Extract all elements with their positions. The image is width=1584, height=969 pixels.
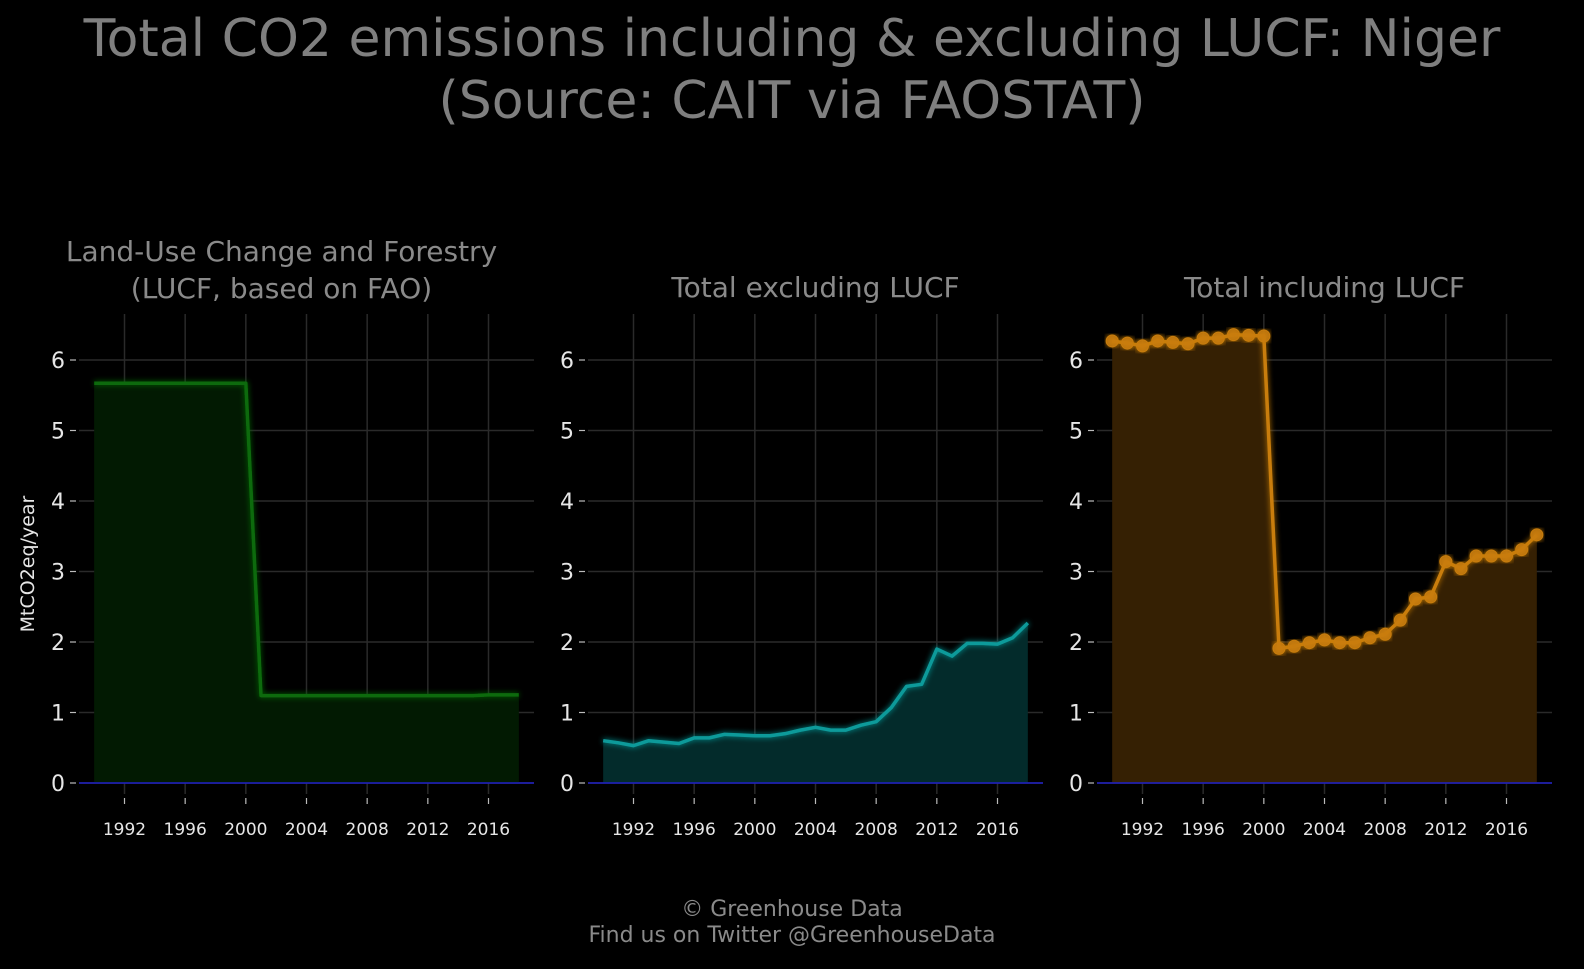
x-tick-label: 2004 xyxy=(285,820,328,840)
data-point xyxy=(1439,555,1453,569)
data-point xyxy=(1287,639,1301,653)
y-tick-label: 0 xyxy=(560,772,574,797)
y-tick-label: 5 xyxy=(560,420,574,445)
y-tick-label: 6 xyxy=(1069,349,1083,374)
y-tick-label: 4 xyxy=(51,490,65,515)
data-point xyxy=(1530,528,1544,542)
data-point xyxy=(1318,633,1331,647)
x-tick-label: 1996 xyxy=(1182,820,1225,840)
data-point xyxy=(1242,328,1256,342)
x-tick-label: 2016 xyxy=(976,820,1019,840)
y-tick-label: 3 xyxy=(51,561,65,586)
data-point xyxy=(1484,549,1498,563)
data-point xyxy=(1469,549,1483,563)
x-tick-label: 2012 xyxy=(1424,820,1467,840)
data-point xyxy=(1333,636,1347,650)
data-point xyxy=(1257,329,1271,343)
panel-1: 0 1 2 3 4 5 6 1992 1996 2000 2004 2008 2012 2016 Land-… xyxy=(17,235,534,840)
y-tick-label: 6 xyxy=(51,349,65,374)
x-tick-label: 2012 xyxy=(915,820,958,840)
chart-title-line2: (Source: CAIT via FAOSTAT) xyxy=(438,71,1146,131)
series-area-fill xyxy=(94,383,519,783)
data-point xyxy=(1302,636,1316,650)
chart-title-line1: Total CO2 emissions including & excludin… xyxy=(83,9,1501,69)
y-tick-label: 5 xyxy=(51,420,65,445)
panel-title-line: Total including LUCF xyxy=(1183,271,1465,304)
data-point xyxy=(1166,335,1180,349)
y-tick-label: 1 xyxy=(560,702,574,727)
data-point xyxy=(1196,331,1210,345)
x-tick-label: 1992 xyxy=(1121,820,1164,840)
x-tick-label: 2008 xyxy=(1364,820,1407,840)
data-point xyxy=(1409,592,1422,606)
footer-twitter: Find us on Twitter @GreenhouseData xyxy=(588,923,996,948)
panel-title-line: Land-Use Change and Forestry xyxy=(66,235,497,268)
y-tick-label: 4 xyxy=(560,490,574,515)
footer-credits: © Greenhouse Data Find us on Twitter @Gr… xyxy=(0,897,1584,949)
panel-3: 0 1 2 3 4 5 6 1992 1996 2000 2004 2008 2012 2016 Total… xyxy=(1069,271,1552,840)
y-tick-label: 3 xyxy=(1069,561,1083,586)
y-tick-label: 2 xyxy=(51,631,65,656)
x-tick-label: 2000 xyxy=(1242,820,1285,840)
x-tick-label: 2004 xyxy=(794,820,837,840)
y-tick-label: 0 xyxy=(1069,772,1083,797)
x-tick-label: 2000 xyxy=(733,820,776,840)
data-point xyxy=(1454,562,1468,576)
series-area-fill xyxy=(1112,334,1537,783)
y-tick-label: 3 xyxy=(560,561,574,586)
series-line xyxy=(602,621,1030,748)
y-tick-label: 1 xyxy=(1069,702,1083,727)
data-point xyxy=(1105,334,1119,348)
x-tick-label: 2012 xyxy=(406,820,449,840)
data-point xyxy=(1211,331,1225,345)
data-point xyxy=(1515,543,1529,557)
data-point xyxy=(1348,636,1362,650)
panel-title-line: Total excluding LUCF xyxy=(670,271,959,304)
x-tick-label: 1992 xyxy=(612,820,655,840)
data-point xyxy=(1272,641,1286,655)
data-point xyxy=(1120,336,1134,350)
y-axis-label: MtCO2eq/year xyxy=(17,495,39,632)
x-tick-label: 2008 xyxy=(346,820,389,840)
x-tick-label: 1996 xyxy=(673,820,716,840)
chart-title: Total CO2 emissions including & excludin… xyxy=(0,8,1584,132)
x-tick-label: 2000 xyxy=(224,820,267,840)
data-point xyxy=(1500,549,1513,563)
x-tick-label: 2016 xyxy=(1485,820,1528,840)
series-area-fill xyxy=(603,622,1028,783)
data-point xyxy=(1393,613,1407,627)
y-tick-label: 6 xyxy=(560,349,574,374)
data-point xyxy=(1378,627,1392,641)
panel-2: 0 1 2 3 4 5 6 1992 1996 2000 2004 2008 2012 2016 Total… xyxy=(560,271,1043,840)
series-line xyxy=(94,381,519,698)
x-tick-label: 2008 xyxy=(855,820,898,840)
x-tick-label: 2004 xyxy=(1303,820,1346,840)
x-tick-label: 2016 xyxy=(467,820,510,840)
panel-title-line: (LUCF, based on FAO) xyxy=(131,272,432,305)
y-tick-label: 4 xyxy=(1069,490,1083,515)
y-tick-label: 2 xyxy=(560,631,574,656)
x-tick-label: 1996 xyxy=(164,820,207,840)
data-point xyxy=(1136,339,1149,353)
y-tick-label: 0 xyxy=(51,772,65,797)
y-tick-label: 5 xyxy=(1069,420,1083,445)
footer-copyright: © Greenhouse Data xyxy=(681,897,903,922)
y-tick-label: 2 xyxy=(1069,631,1083,656)
data-point xyxy=(1181,337,1195,351)
data-point xyxy=(1227,328,1240,342)
data-point xyxy=(1363,631,1377,645)
data-point xyxy=(1151,334,1165,348)
data-point xyxy=(1424,590,1438,604)
x-tick-label: 1992 xyxy=(103,820,146,840)
y-tick-label: 1 xyxy=(51,702,65,727)
